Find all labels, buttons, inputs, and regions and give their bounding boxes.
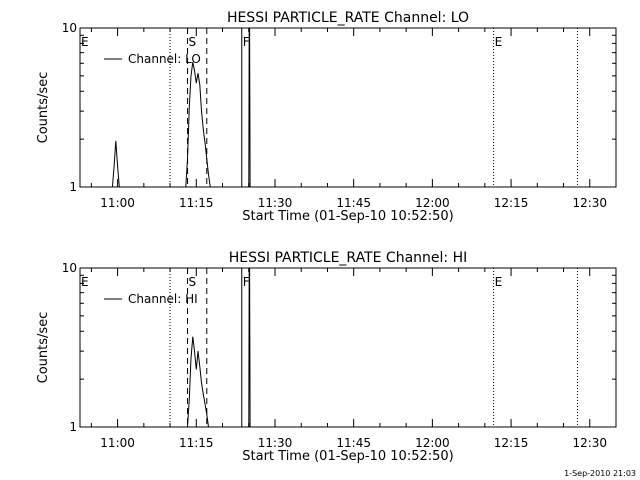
marker-label: E [495,275,503,289]
legend-label: Channel: HI [128,292,198,306]
x-tick-label: 12:15 [494,436,529,450]
plot-frame [79,27,617,188]
x-tick-label: 11:15 [179,196,214,210]
marker-label: S [189,275,197,289]
x-tick-label: 12:00 [415,436,450,450]
marker-label: E [81,275,89,289]
series-line [111,140,120,188]
marker-label: S [189,35,197,49]
x-tick-label: 11:00 [100,436,135,450]
x-tick-label: 12:30 [572,196,607,210]
x-tick-label: 11:45 [336,196,371,210]
x-tick-label: 11:30 [258,196,293,210]
x-tick-label: 11:45 [336,436,371,450]
chart-title: HESSI PARTICLE_RATE Channel: HI [229,250,467,266]
chart-title: HESSI PARTICLE_RATE Channel: LO [227,10,469,26]
series-line [187,336,209,428]
timestamp: 1-Sep-2010 21:03 [564,469,636,478]
marker-label: F [243,275,250,289]
x-tick-label: 12:30 [572,436,607,450]
x-tick-label: 12:00 [415,196,450,210]
x-axis-label: Start Time (01-Sep-10 10:52:50) [242,209,453,224]
x-axis-label: Start Time (01-Sep-10 10:52:50) [242,449,453,464]
series-line [248,27,251,188]
series-line [185,62,211,188]
marker-label: F [243,35,250,49]
chart-panel-2: HESSI PARTICLE_RATE Channel: HI 11:00 11:1… [36,250,617,464]
marker-label: E [81,35,89,49]
series-line [248,267,251,428]
y-tick-label: 1 [69,180,77,194]
marker-label: E [495,35,503,49]
legend-label: Channel: LO [128,52,201,66]
y-axis-label: Counts/sec [36,312,51,384]
chart-panel-1: HESSI PARTICLE_RATE Channel: LO 11:00 11:1… [36,10,617,224]
y-tick-label: 10 [62,261,77,275]
x-tick-label: 11:15 [179,436,214,450]
y-axis-label: Counts/sec [36,72,51,144]
y-tick-label: 10 [62,21,77,35]
y-tick-label: 1 [69,420,77,434]
x-tick-label: 11:30 [258,436,293,450]
plot-frame [79,267,617,428]
x-tick-label: 12:15 [494,196,529,210]
x-tick-label: 11:00 [100,196,135,210]
